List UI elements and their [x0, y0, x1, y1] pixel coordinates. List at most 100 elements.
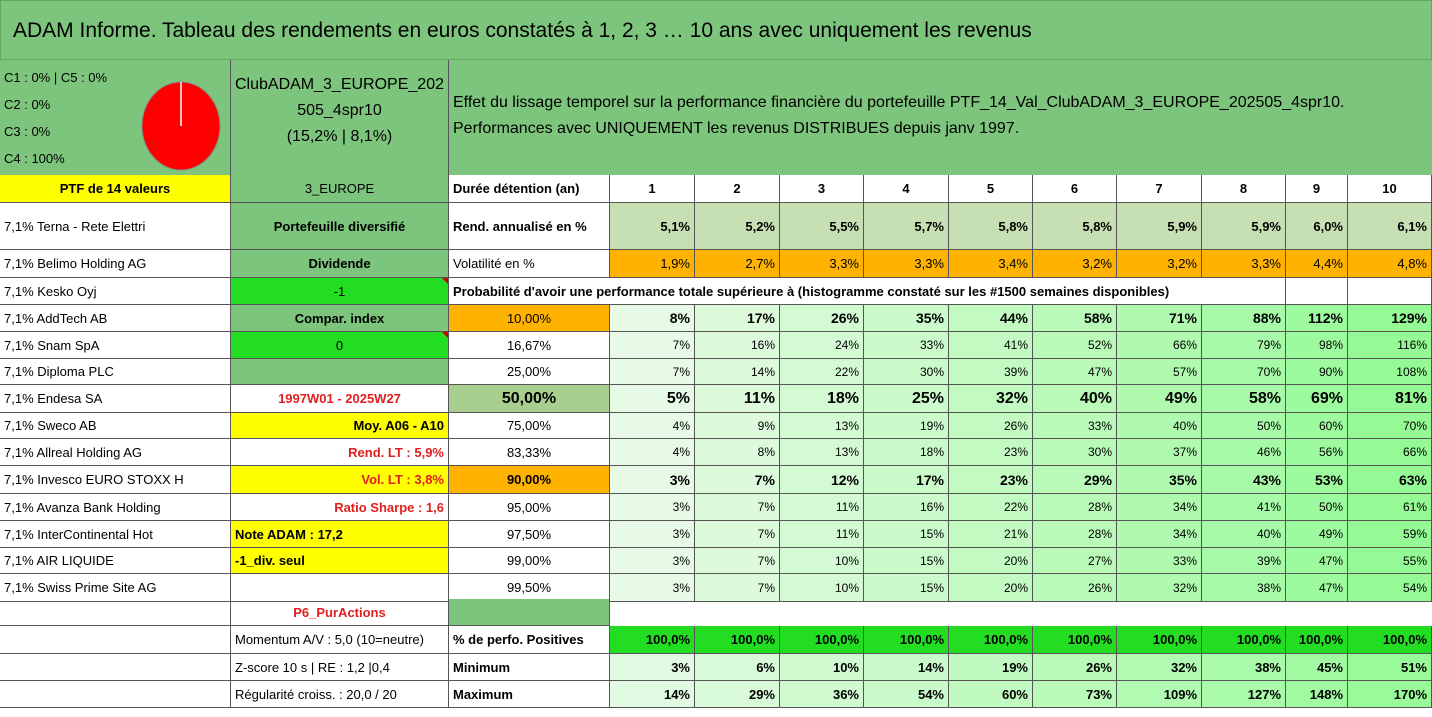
min-value: 38%: [1202, 654, 1286, 681]
holding-row: 7,1% Endesa SA: [0, 385, 231, 413]
probability-value: 18%: [864, 439, 949, 466]
probability-value: 8%: [610, 305, 695, 332]
probability-value: 7%: [695, 494, 780, 521]
probability-threshold: 99,50%: [449, 574, 610, 602]
holding-row: 7,1% Diploma PLC: [0, 359, 231, 385]
probability-value: 29%: [1033, 466, 1117, 494]
probability-label: Probabilité d'avoir une performance tota…: [449, 278, 1286, 305]
probability-value: 90%: [1286, 359, 1348, 385]
probability-value: 28%: [1033, 521, 1117, 548]
probability-value: 24%: [780, 332, 864, 359]
probability-value: 17%: [864, 466, 949, 494]
probability-threshold: 10,00%: [449, 305, 610, 332]
probability-value: 55%: [1348, 548, 1432, 574]
probability-value: 23%: [949, 439, 1033, 466]
probability-threshold: 99,00%: [449, 548, 610, 574]
vol-value: 3,3%: [780, 250, 864, 278]
p6-label: P6_PurActions: [231, 599, 449, 626]
probability-value: 33%: [1033, 413, 1117, 439]
probability-value: 9%: [695, 413, 780, 439]
probability-threshold: 25,00%: [449, 359, 610, 385]
probability-value: 59%: [1348, 521, 1432, 548]
min-value: 45%: [1286, 654, 1348, 681]
min-value: 19%: [949, 654, 1033, 681]
probability-value: 47%: [1286, 548, 1348, 574]
probability-value: 47%: [1286, 574, 1348, 602]
description-line1: Effet du lissage temporel sur la perform…: [453, 94, 1345, 111]
probability-value: 14%: [695, 359, 780, 385]
pos-value: 100,0%: [864, 626, 949, 654]
probability-value: 47%: [1033, 359, 1117, 385]
probability-value: 3%: [610, 574, 695, 602]
probability-value: 22%: [780, 359, 864, 385]
probability-value: 116%: [1348, 332, 1432, 359]
probability-value: 25%: [864, 385, 949, 413]
empty-holding: [0, 654, 231, 681]
probability-value: 79%: [1202, 332, 1286, 359]
min-value: 6%: [695, 654, 780, 681]
year-header: 9: [1286, 175, 1348, 203]
probability-value: 3%: [610, 466, 695, 494]
probability-value: 28%: [1033, 494, 1117, 521]
rend-label: Rend. annualisé en %: [449, 203, 610, 250]
rend-value: 5,8%: [1033, 203, 1117, 250]
holding-row: 7,1% Avanza Bank Holding: [0, 494, 231, 521]
pos-value: 100,0%: [1117, 626, 1202, 654]
pos-label: % de perfo. Positives: [449, 626, 610, 654]
probability-value: 40%: [1033, 385, 1117, 413]
pos-value: 100,0%: [1202, 626, 1286, 654]
allocation-pie-chart: [141, 81, 221, 171]
rend-value: 5,9%: [1202, 203, 1286, 250]
probability-value: 50%: [1202, 413, 1286, 439]
probability-value: 41%: [1202, 494, 1286, 521]
rend-value: 5,8%: [949, 203, 1033, 250]
holding-row: 7,1% InterContinental Hot: [0, 521, 231, 548]
holding-row: 7,1% Allreal Holding AG: [0, 439, 231, 466]
probability-value: 32%: [1117, 574, 1202, 602]
max-value: 60%: [949, 681, 1033, 708]
probability-value: 7%: [695, 574, 780, 602]
vol-value: 4,4%: [1286, 250, 1348, 278]
legend-c4: C4 : 100%: [4, 151, 65, 166]
probability-value: 35%: [1117, 466, 1202, 494]
club-line2: 505_4spr10: [297, 102, 382, 119]
max-value: 54%: [864, 681, 949, 708]
holding-row: 7,1% Sweco AB: [0, 413, 231, 439]
probability-value: 8%: [695, 439, 780, 466]
probability-value: 7%: [610, 332, 695, 359]
legend-c2: C2 : 0%: [4, 97, 51, 112]
compar-value: 0: [231, 332, 449, 359]
probability-value: 16%: [695, 332, 780, 359]
holding-row: 7,1% Terna - Rete Elettri: [0, 203, 231, 250]
year-header: 7: [1117, 175, 1202, 203]
min-value: 3%: [610, 654, 695, 681]
year-header: 2: [695, 175, 780, 203]
max-value: 170%: [1348, 681, 1432, 708]
max-label: Maximum: [449, 681, 610, 708]
probability-value: 46%: [1202, 439, 1286, 466]
probability-value: 20%: [949, 574, 1033, 602]
probability-value: 15%: [864, 521, 949, 548]
holding-row: 7,1% Belimo Holding AG: [0, 250, 231, 278]
club-line3: (15,2% | 8,1%): [286, 128, 393, 145]
probability-value: 49%: [1117, 385, 1202, 413]
probability-value: 3%: [610, 494, 695, 521]
probability-value: 70%: [1348, 413, 1432, 439]
min-value: 51%: [1348, 654, 1432, 681]
vol-value: 3,2%: [1117, 250, 1202, 278]
holding-row: 7,1% AIR LIQUIDE: [0, 548, 231, 574]
p6-bar: [449, 599, 610, 626]
probability-value: 15%: [864, 548, 949, 574]
max-value: 109%: [1117, 681, 1202, 708]
ptf-label: PTF de 14 valeurs: [0, 175, 231, 203]
probability-value: 26%: [1033, 574, 1117, 602]
empty-cell: [1286, 278, 1348, 305]
period-label: 1997W01 - 2025W27: [231, 385, 449, 413]
probability-value: 3%: [610, 548, 695, 574]
probability-value: 98%: [1286, 332, 1348, 359]
probability-value: 70%: [1202, 359, 1286, 385]
probability-value: 60%: [1286, 413, 1348, 439]
probability-value: 35%: [864, 305, 949, 332]
probability-value: 71%: [1117, 305, 1202, 332]
rend-value: 5,9%: [1117, 203, 1202, 250]
